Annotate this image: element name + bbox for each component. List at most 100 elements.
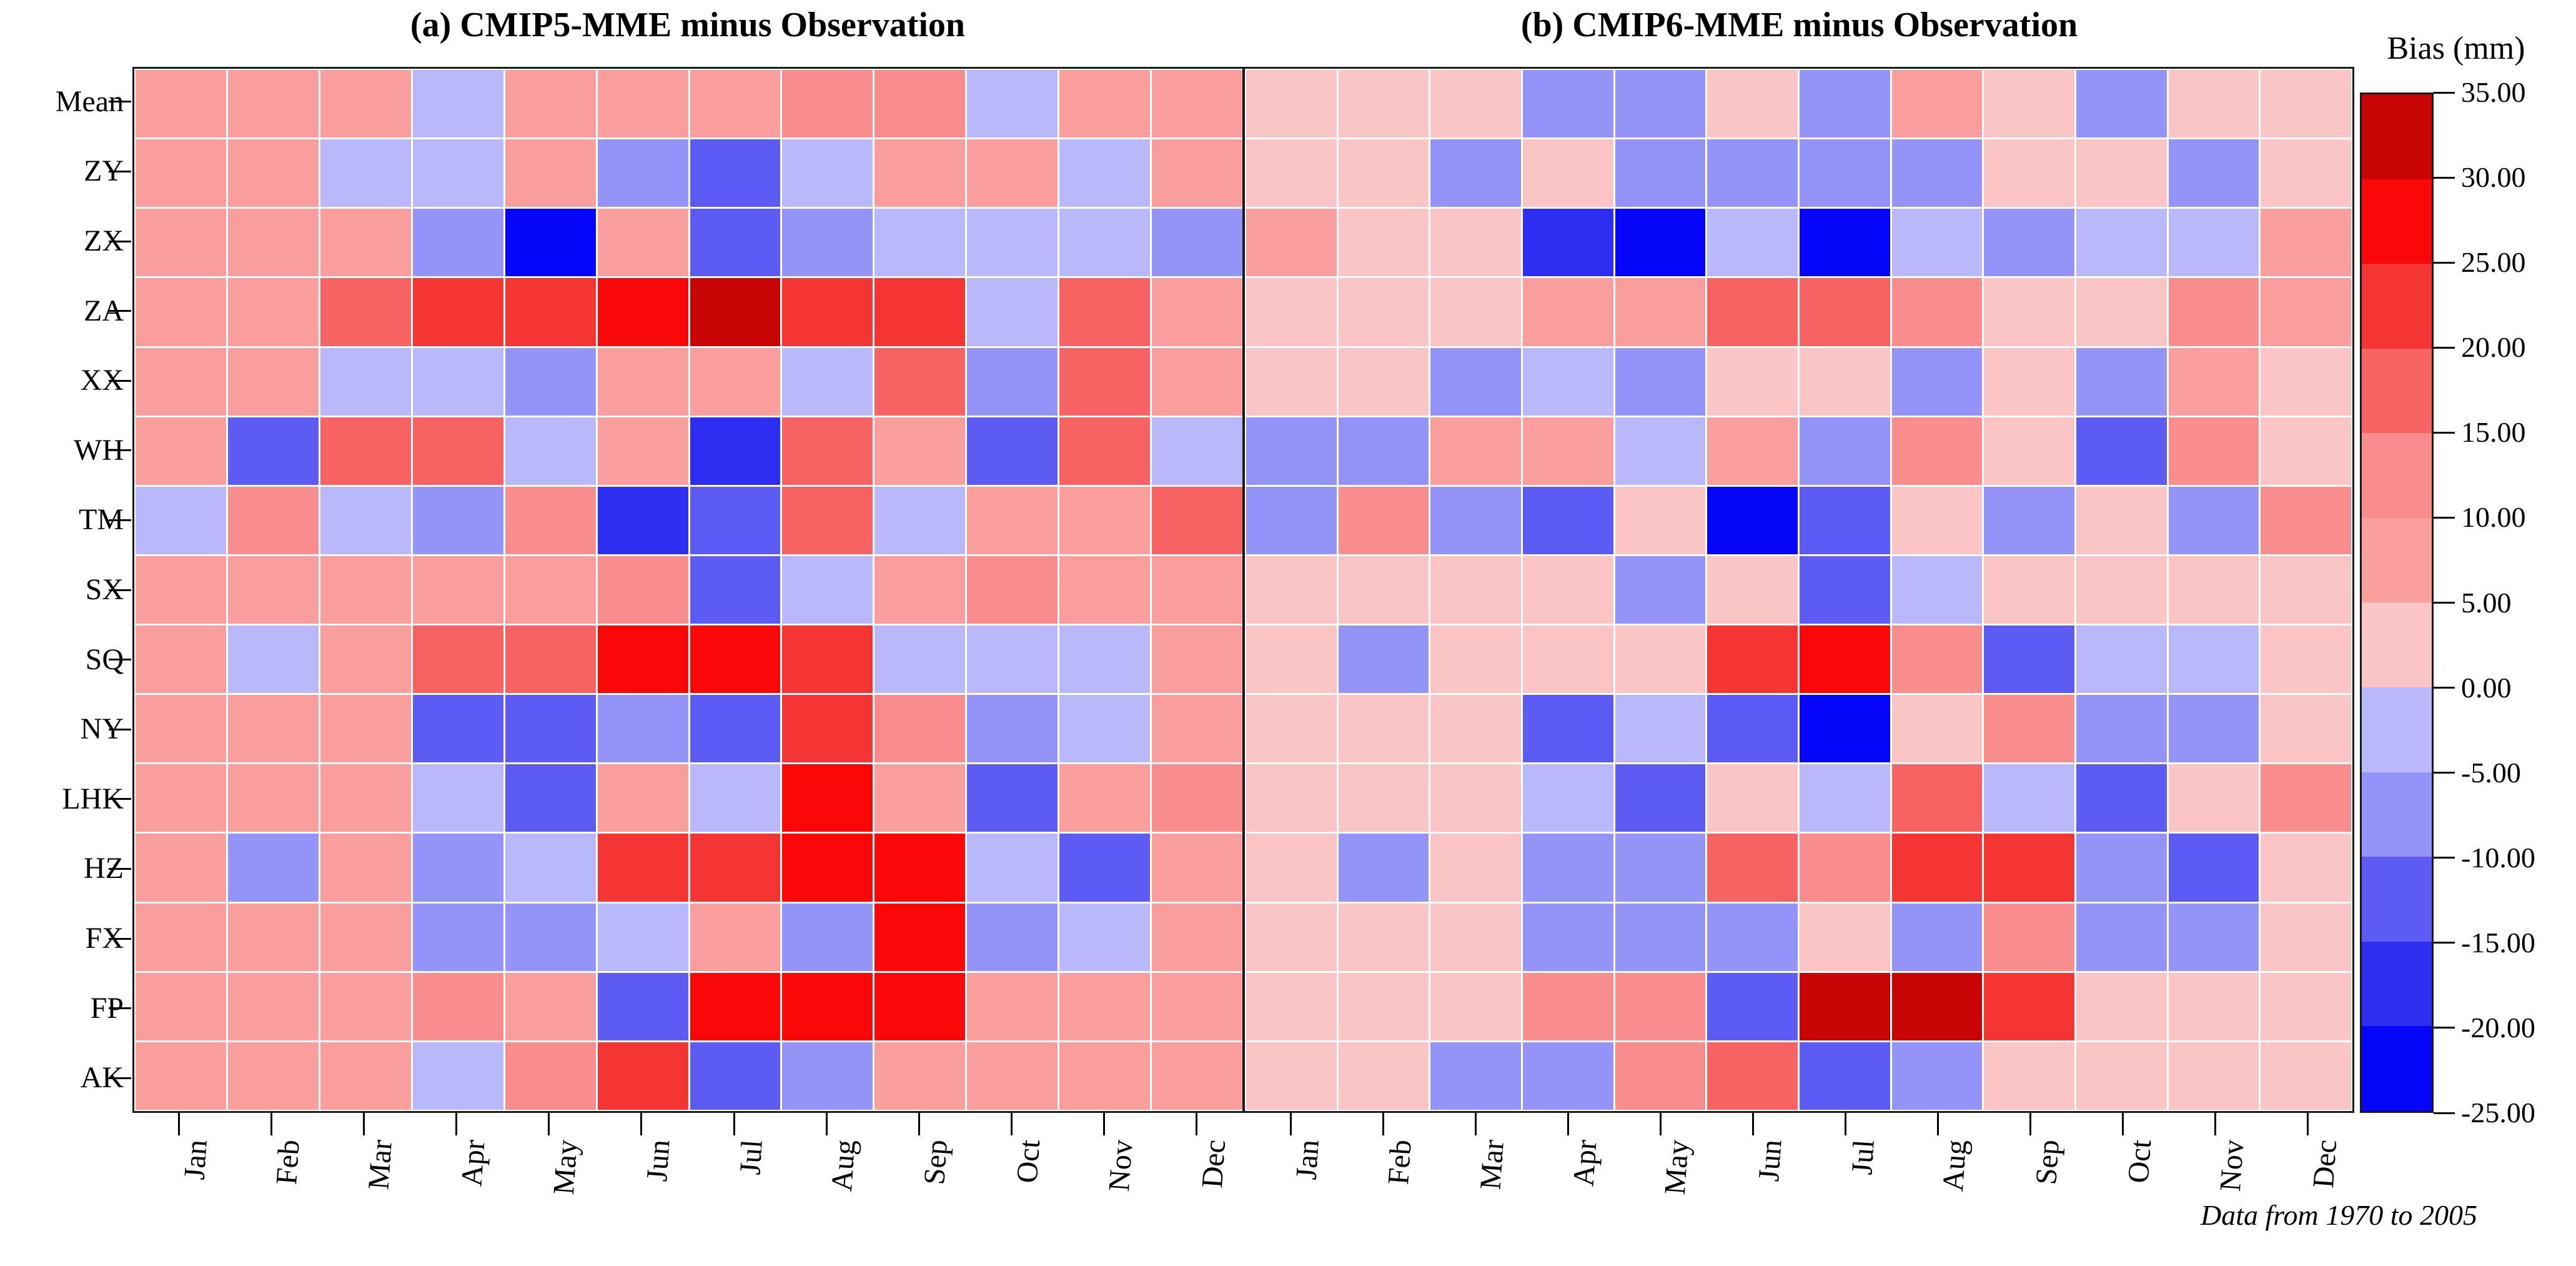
cell-b-ZY-May xyxy=(1615,139,1706,207)
cell-a-FP-Jan xyxy=(136,973,226,1040)
cell-b-ZA-Apr xyxy=(1523,278,1613,346)
cell-a-XX-Nov xyxy=(1059,348,1150,416)
cell-b-XX-Jul xyxy=(1800,348,1890,416)
cell-a-FX-Mar xyxy=(320,904,411,971)
cell-b-WH-Dec xyxy=(2261,417,2351,485)
colorbar-tick xyxy=(2434,602,2455,604)
cell-b-NY-Jul xyxy=(1800,695,1890,762)
cell-a-SQ-Feb xyxy=(228,626,319,693)
x-tick xyxy=(1290,1113,1292,1135)
cell-b-LHK-Apr xyxy=(1523,764,1613,832)
cell-b-FP-Jul xyxy=(1800,973,1890,1040)
cell-b-AK-Jul xyxy=(1800,1042,1890,1110)
cell-a-WH-Jan xyxy=(136,417,226,485)
cell-b-Mean-Nov xyxy=(2169,70,2259,137)
cell-b-FX-Feb xyxy=(1339,904,1429,971)
col-label-a-Jul: Jul xyxy=(735,1139,768,1175)
cell-a-Mean-Aug xyxy=(782,70,873,137)
cell-b-HZ-Mar xyxy=(1430,834,1521,901)
colorbar-label-25.00: 25.00 xyxy=(2461,247,2526,278)
panel-a-heatmap xyxy=(134,69,1244,1111)
x-tick xyxy=(733,1113,735,1135)
cell-b-ZX-Jan xyxy=(1246,209,1337,276)
cell-b-WH-May xyxy=(1615,417,1706,485)
cell-a-FX-Aug xyxy=(782,904,873,971)
cell-b-TM-Dec xyxy=(2261,487,2351,554)
cell-a-ZA-May xyxy=(505,278,596,346)
cell-b-XX-Jun xyxy=(1707,348,1798,416)
cell-b-ZX-Dec xyxy=(2261,209,2351,276)
cell-b-SQ-Jul xyxy=(1800,626,1890,693)
cell-b-ZA-Jan xyxy=(1246,278,1337,346)
cell-a-WH-May xyxy=(505,417,596,485)
colorbar-tick xyxy=(2434,517,2455,519)
y-tick xyxy=(109,101,131,102)
cell-b-TM-Oct xyxy=(2076,487,2167,554)
cell-a-ZX-Jan xyxy=(136,209,226,276)
col-label-b-Feb: Feb xyxy=(1384,1139,1417,1185)
cell-b-SX-Nov xyxy=(2169,556,2259,624)
cell-b-ZX-Jun xyxy=(1707,209,1798,276)
cell-b-NY-Jun xyxy=(1707,695,1798,762)
y-tick xyxy=(109,449,131,451)
cell-a-SX-May xyxy=(505,556,596,624)
cell-b-AK-Aug xyxy=(1892,1042,1983,1110)
cell-b-ZY-Jul xyxy=(1800,139,1890,207)
cell-a-NY-Feb xyxy=(228,695,319,762)
cell-a-HZ-Dec xyxy=(1152,834,1242,901)
colorbar-bin-5-to-10 xyxy=(2362,518,2432,603)
cell-b-ZA-Sep xyxy=(1984,278,2074,346)
cell-a-NY-Jun xyxy=(598,695,688,762)
x-tick xyxy=(1103,1113,1105,1135)
y-tick xyxy=(109,729,131,730)
cell-b-SX-Feb xyxy=(1339,556,1429,624)
cell-a-Mean-Nov xyxy=(1059,70,1150,137)
cell-a-HZ-Jul xyxy=(690,834,781,901)
cell-b-HZ-Aug xyxy=(1892,834,1983,901)
cell-a-ZX-Oct xyxy=(967,209,1058,276)
cell-a-AK-Sep xyxy=(874,1042,965,1110)
cell-a-WH-Jun xyxy=(598,417,688,485)
cell-a-XX-May xyxy=(505,348,596,416)
cell-b-FX-Jan xyxy=(1246,904,1337,971)
cell-b-FX-Apr xyxy=(1523,904,1613,971)
cell-b-FX-Nov xyxy=(2169,904,2259,971)
cell-b-ZX-Mar xyxy=(1430,209,1521,276)
cell-a-NY-Sep xyxy=(874,695,965,762)
x-tick xyxy=(1196,1113,1197,1135)
cell-a-Mean-Apr xyxy=(413,70,503,137)
cell-a-FP-Oct xyxy=(967,973,1058,1040)
cell-a-HZ-Sep xyxy=(874,834,965,901)
cell-a-WH-Nov xyxy=(1059,417,1150,485)
col-label-b-May: May xyxy=(1660,1139,1694,1195)
cell-b-SQ-Jun xyxy=(1707,626,1798,693)
y-tick xyxy=(109,241,131,242)
col-label-b-Oct: Oct xyxy=(2124,1139,2157,1184)
x-tick xyxy=(2214,1113,2216,1135)
col-label-a-Feb: Feb xyxy=(272,1139,305,1185)
cell-a-LHK-Mar xyxy=(320,764,411,832)
cell-a-SX-Aug xyxy=(782,556,873,624)
x-tick xyxy=(1475,1113,1477,1135)
cell-a-LHK-Dec xyxy=(1152,764,1242,832)
cell-b-SX-Jan xyxy=(1246,556,1337,624)
cell-b-HZ-Jul xyxy=(1800,834,1890,901)
cell-b-TM-Jul xyxy=(1800,487,1890,554)
cell-a-Mean-Sep xyxy=(874,70,965,137)
cell-b-NY-Mar xyxy=(1430,695,1521,762)
cell-b-WH-Jul xyxy=(1800,417,1890,485)
colorbar-label--5.00: -5.00 xyxy=(2461,757,2521,789)
cell-b-SQ-Nov xyxy=(2169,626,2259,693)
cell-b-WH-Jan xyxy=(1246,417,1337,485)
col-label-a-Jun: Jun xyxy=(642,1139,675,1182)
x-tick xyxy=(640,1113,642,1135)
cell-a-LHK-Oct xyxy=(967,764,1058,832)
cell-b-ZX-Jul xyxy=(1800,209,1890,276)
cell-a-AK-Jan xyxy=(136,1042,226,1110)
x-tick xyxy=(1011,1113,1013,1135)
cell-b-ZX-Aug xyxy=(1892,209,1983,276)
cell-b-NY-Oct xyxy=(2076,695,2167,762)
cell-b-ZA-Dec xyxy=(2261,278,2351,346)
cell-b-TM-May xyxy=(1615,487,1706,554)
colorbar-bin-25-to-30 xyxy=(2362,179,2432,264)
